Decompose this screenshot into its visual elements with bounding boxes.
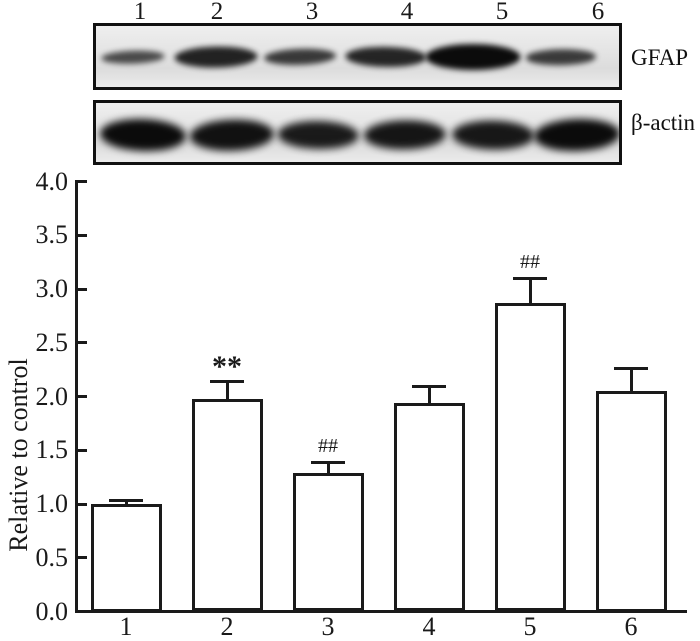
y-tick-mark [75, 502, 87, 506]
y-tick-label: 3.5 [35, 220, 69, 250]
x-tick-label: 3 [321, 612, 335, 641]
blot-band [363, 120, 447, 151]
significance-annotation: ## [318, 435, 338, 457]
bar-group-1 [90, 504, 162, 612]
y-tick-label: 1.0 [35, 489, 69, 518]
error-bar-cap [412, 384, 446, 388]
x-tick-label: 4 [422, 612, 436, 641]
y-tick-label: 2.0 [35, 381, 69, 411]
error-bar-cap [109, 498, 143, 502]
error-bar-line [225, 380, 229, 399]
error-bar-cap [614, 367, 648, 371]
lane-number-3: 3 [305, 0, 319, 25]
error-bar-cap [210, 380, 244, 384]
x-tick-label: 5 [523, 612, 537, 641]
error-bar-cap [513, 277, 547, 281]
y-tick-mark [75, 448, 87, 452]
lane-number-2: 2 [210, 0, 224, 25]
blot-label-beta-actin: β-actin [631, 110, 696, 135]
blot-band [452, 120, 535, 151]
lane-number-4: 4 [400, 0, 414, 25]
significance-annotation: ## [520, 251, 540, 274]
blot-band [425, 43, 521, 70]
blot-band [277, 120, 359, 151]
blot-panel-gfap [93, 23, 622, 90]
blot-panel-beta-actin [93, 100, 622, 165]
blot-band [533, 117, 619, 153]
x-axis-line [75, 610, 687, 613]
y-tick-mark [75, 341, 87, 345]
lane-number-6: 6 [591, 0, 605, 25]
bar-group-5 [494, 302, 566, 612]
bar-group-3 [292, 472, 364, 612]
x-tick-label: 6 [624, 612, 638, 641]
error-bar-line [629, 367, 633, 392]
y-tick-mark [75, 180, 87, 183]
y-tick-mark [75, 610, 87, 613]
error-bar-line [427, 384, 431, 403]
bar-group-6 [595, 391, 667, 612]
blot-band [174, 45, 258, 68]
bar-group-4 [393, 402, 465, 612]
y-tick-label: 1.5 [35, 435, 69, 465]
lane-number-5: 5 [495, 0, 509, 25]
y-tick-label: 3.0 [35, 274, 69, 303]
significance-annotation: ** [212, 350, 242, 384]
y-tick-label: 2.5 [35, 327, 69, 357]
y-tick-mark [75, 233, 87, 237]
bar-group-2 [191, 398, 263, 612]
lane-number-1: 1 [133, 0, 147, 25]
x-tick-label: 1 [119, 612, 133, 641]
y-tick-mark [75, 395, 87, 398]
error-bar-cap [311, 461, 345, 464]
blot-band [100, 49, 165, 64]
blot-band [99, 117, 187, 153]
blot-label-gfap: GFAP [631, 45, 689, 70]
x-tick-label: 2 [220, 612, 234, 641]
error-bar-line [528, 277, 532, 303]
blot-band [526, 48, 597, 65]
blot-band [189, 118, 275, 153]
y-tick-mark [75, 556, 87, 560]
y-tick-mark [75, 287, 87, 291]
y-tick-label: 0.0 [35, 596, 69, 626]
blot-band [345, 45, 428, 68]
error-bar-line [326, 461, 330, 473]
y-tick-label: 4.0 [35, 166, 69, 196]
y-tick-label: 0.5 [35, 542, 69, 572]
blot-band [263, 47, 337, 66]
